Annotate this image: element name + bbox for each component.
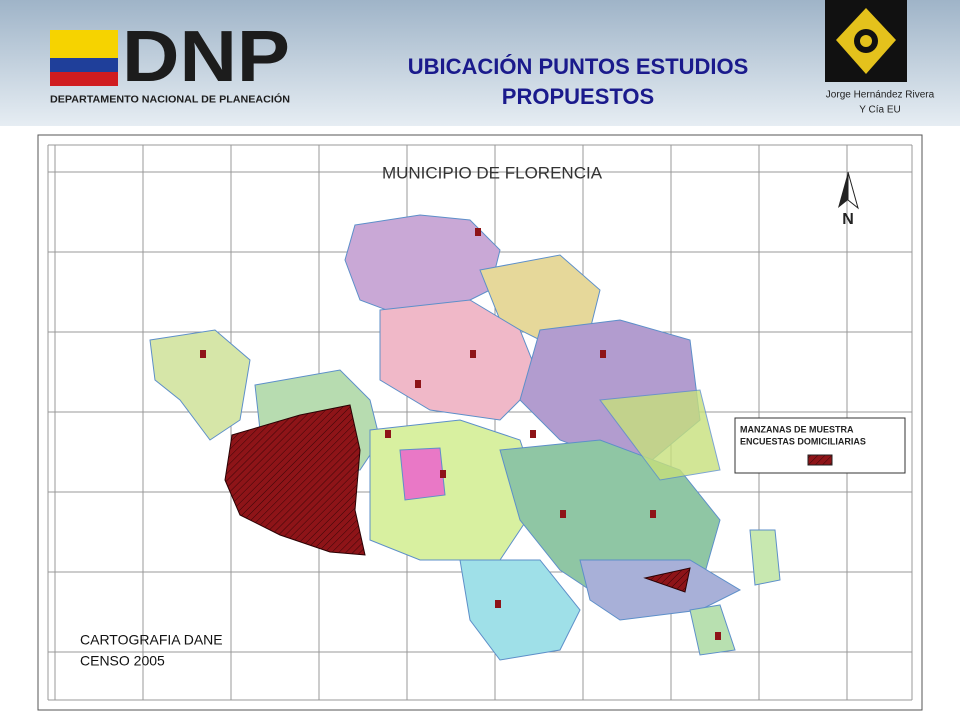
author-line: Jorge Hernández Rivera <box>826 90 935 101</box>
sample-block <box>224 404 366 556</box>
company-logo <box>825 0 907 82</box>
source-line: CARTOGRAFIA DANE <box>80 632 223 648</box>
sample-blocks <box>200 228 721 640</box>
flag <box>50 30 118 86</box>
north-arrow <box>838 171 859 210</box>
logo-text: DNP <box>122 17 290 97</box>
source-line: CENSO 2005 <box>80 653 165 669</box>
legend-line: MANZANAS DE MUESTRA <box>740 424 854 434</box>
logo-subtitle: DEPARTAMENTO NACIONAL DE PLANEACIÓN <box>50 93 290 106</box>
map-title: MUNICIPIO DE FLORENCIA <box>382 163 603 182</box>
urban-area <box>149 214 781 661</box>
sample-block <box>643 567 691 593</box>
legend-swatch <box>807 454 833 466</box>
title-line: PROPUESTOS <box>502 84 654 109</box>
header-band <box>0 0 960 126</box>
author-line: Y Cía EU <box>859 105 901 116</box>
legend-line: ENCUESTAS DOMICILIARIAS <box>740 436 866 446</box>
north-label: N <box>842 211 854 228</box>
title-line: UBICACIÓN PUNTOS ESTUDIOS <box>408 54 749 79</box>
